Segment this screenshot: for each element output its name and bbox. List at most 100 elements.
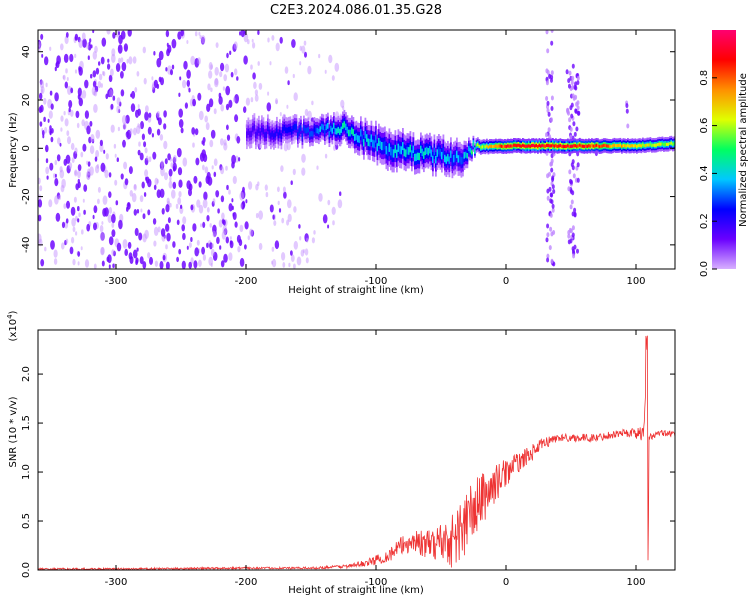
ridge-segment [448,156,451,164]
burst-blob [571,225,575,231]
noise-blob [296,256,302,266]
noise-blob [257,61,260,66]
ridge-segment [429,146,431,154]
noise-blob [138,141,141,147]
y-tick-label: 0 [21,145,32,151]
noise-blob [111,249,115,256]
noise-blob [139,256,144,265]
ridge-segment [366,134,368,142]
ridge-segment [592,144,595,148]
noise-blob [116,97,121,106]
noise-blob [133,184,137,190]
ridge-segment [582,144,584,148]
burst-blob [550,70,554,76]
noise-blob [63,53,69,64]
noise-blob [153,240,157,247]
noise-blob [163,123,167,130]
ridge-segment [496,144,499,149]
noise-blob [208,98,214,108]
noise-blob [74,69,78,74]
noise-blob [282,186,286,193]
ridge-segment [607,144,610,148]
noise-blob [203,191,208,201]
noise-blob [100,56,105,65]
burst-blob [550,167,554,173]
noise-blob [141,133,145,141]
noise-blob [231,205,234,211]
ridge-segment [463,152,466,159]
noise-blob [258,82,263,90]
ridge-segment [283,125,286,131]
burst-blob [566,107,570,113]
ridge-segment [393,149,395,158]
noise-blob [127,241,132,249]
ridge-segment [400,146,403,155]
ridge-segment [369,138,371,147]
noise-blob [141,181,145,189]
ridge-segment [532,143,535,147]
noise-blob [162,254,166,261]
noise-blob [61,242,65,250]
ridge-segment [537,145,539,149]
y-tick-label: 2.0 [21,366,32,382]
noise-blob [160,167,165,177]
burst-blob [546,173,550,179]
ridge-segment [543,144,545,148]
noise-blob [115,200,119,206]
burst-blob [546,257,550,263]
burst-blob [549,192,553,198]
burst-blob [572,121,576,127]
snr-x-ticks: -300 -200 -100 0 100 [105,330,646,588]
ridge-segment [534,144,536,148]
ridge-segment [346,126,349,134]
noise-blob [231,198,234,203]
snr-y-multiplier: (x104) [6,310,19,341]
ridge-segment [546,143,548,147]
noise-blob [106,256,110,263]
ridge-segment [282,127,284,133]
burst-blob [569,204,573,210]
noise-blob [175,203,179,209]
noise-blob [324,69,327,74]
ridge-segment [247,128,250,135]
burst-blob [570,113,574,119]
noise-blob [192,142,195,148]
noise-blob [45,158,49,164]
noise-blob [111,222,115,228]
ridge-segment [319,126,322,132]
noise-blob [212,198,216,204]
noise-blob [192,98,197,107]
noise-blob [250,97,254,103]
noise-blob [95,67,100,75]
burst-blob [576,162,580,168]
ridge-segment [381,142,383,151]
noise-blob [198,110,204,121]
x-tick-label: -100 [365,276,388,287]
ridge-segment [408,147,410,155]
ridge-segment [427,148,430,156]
noise-blob [303,40,307,46]
ridge-segment [568,145,571,149]
noise-blob [337,199,343,209]
noise-blob [148,156,152,163]
noise-blob [165,244,168,250]
noise-blob [70,87,74,94]
ridge-segment [435,156,437,164]
ridge-segment [673,142,675,146]
ridge-segment [609,144,611,148]
noise-blob [121,61,127,72]
noise-blob [229,240,234,249]
ridge-segment [270,132,272,139]
noise-blob [213,158,218,166]
ridge-segment [297,132,299,138]
noise-blob [271,35,275,41]
ridge-segment [625,144,628,148]
colorbar-tick-label: 0.0 [699,261,710,277]
noise-blob [223,139,227,146]
noise-blob [222,219,226,226]
ridge-segment [540,144,542,148]
noise-blob [299,236,302,241]
noise-blob [74,147,78,154]
ridge-segment [306,128,308,134]
noise-blob [143,141,147,148]
